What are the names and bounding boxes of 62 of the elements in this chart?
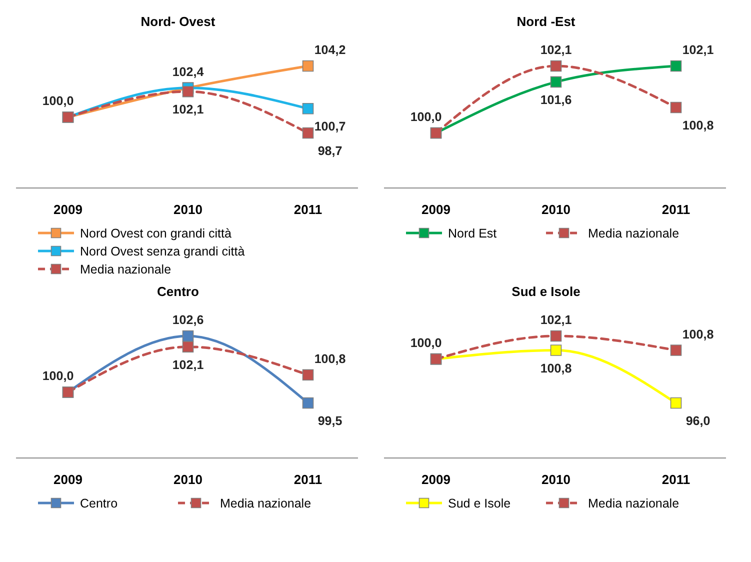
point	[550, 60, 562, 72]
chart-title: Centro	[157, 284, 199, 299]
data-label: 100,0	[410, 110, 442, 124]
point	[182, 341, 194, 352]
point	[302, 60, 314, 72]
legend-label: Media nazionale	[80, 262, 172, 276]
data-label: 98,7	[318, 144, 342, 158]
point	[302, 127, 314, 139]
x-tick-label: 2009	[54, 472, 82, 487]
legend-label: Nord Ovest con grandi città	[80, 226, 232, 240]
point	[550, 344, 562, 356]
legend-label: Nord Est	[448, 226, 498, 240]
x-tick-label: 2010	[174, 202, 202, 217]
data-label: 100,7	[314, 120, 346, 134]
data-label: 99,5	[318, 414, 342, 428]
point	[302, 369, 314, 381]
x-tick-label: 2011	[294, 472, 322, 487]
chart-title: Nord -Est	[516, 14, 576, 29]
point	[302, 397, 314, 409]
point	[302, 102, 314, 114]
x-tick-label: 2009	[54, 202, 82, 217]
legend-label: Nord Ovest senza grandi città	[80, 244, 245, 258]
data-label: 100,8	[540, 361, 572, 376]
legend-label: Media nazionale	[588, 226, 680, 240]
legend-label: Sud e Isole	[448, 496, 511, 510]
data-label: 104,2	[314, 43, 346, 57]
data-label: 100,0	[410, 336, 442, 350]
legend-label: Media nazionale	[588, 496, 680, 510]
data-label: 102,6	[172, 313, 204, 327]
data-label: 96,0	[686, 414, 710, 428]
data-label: 100,8	[314, 352, 346, 366]
data-label: 102,4	[172, 64, 204, 79]
point	[670, 60, 682, 72]
data-label: 100,0	[42, 369, 74, 384]
data-label: 102,1	[172, 102, 204, 117]
x-tick-label: 2010	[542, 202, 570, 217]
data-label: 100,8	[682, 327, 714, 342]
data-label: 102,1	[540, 313, 572, 327]
x-tick-label: 2010	[542, 472, 570, 487]
x-tick-label: 2011	[294, 202, 322, 217]
legend-label: Centro	[80, 496, 118, 510]
data-label: 102,1	[682, 43, 714, 57]
chart-title: Sud e Isole	[512, 284, 580, 299]
data-label: 100,8	[682, 118, 714, 132]
point	[550, 76, 562, 88]
x-tick-label: 2011	[662, 472, 690, 487]
legend-label: Media nazionale	[220, 496, 312, 510]
point	[182, 330, 194, 342]
chart-title: Nord- Ovest	[140, 14, 216, 29]
x-tick-label: 2009	[422, 472, 450, 487]
point	[182, 86, 194, 98]
point	[670, 102, 682, 114]
point	[670, 344, 682, 356]
data-label: 100,0	[42, 94, 74, 108]
x-tick-label: 2011	[662, 202, 690, 217]
x-tick-label: 2010	[174, 472, 202, 487]
data-label: 102,1	[540, 43, 572, 57]
point	[670, 397, 682, 409]
x-tick-label: 2009	[422, 202, 450, 217]
data-label: 101,6	[540, 92, 572, 107]
data-label: 102,1	[172, 358, 204, 372]
point	[550, 330, 562, 342]
